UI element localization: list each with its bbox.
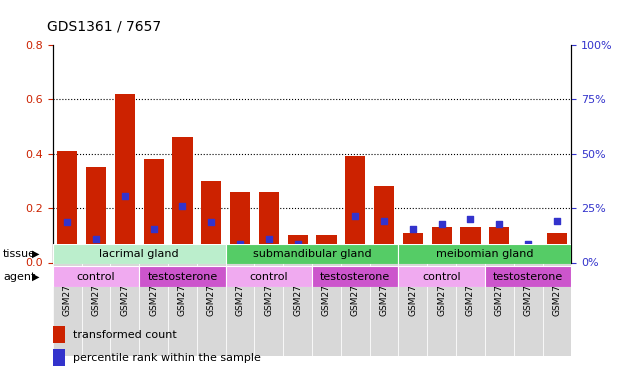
Bar <box>547 232 567 262</box>
Text: GSM27193: GSM27193 <box>466 267 475 316</box>
Bar <box>312 262 341 356</box>
Text: GSM27200: GSM27200 <box>322 267 331 316</box>
Text: GSM27191: GSM27191 <box>409 267 417 316</box>
Point <box>466 216 476 222</box>
Text: GSM27199: GSM27199 <box>293 267 302 316</box>
Point <box>264 236 274 242</box>
Point <box>178 202 188 208</box>
Bar <box>345 156 365 262</box>
Point <box>322 260 332 266</box>
Bar <box>518 246 538 262</box>
Text: meibomian gland: meibomian gland <box>436 249 533 259</box>
Point <box>206 219 216 225</box>
Text: testosterone: testosterone <box>147 272 217 282</box>
Text: GSM27187: GSM27187 <box>120 267 129 316</box>
Point <box>523 242 533 248</box>
Point <box>379 218 389 224</box>
Text: GSM27202: GSM27202 <box>379 267 389 316</box>
Point <box>120 193 130 199</box>
Text: GSM27195: GSM27195 <box>524 267 533 316</box>
Text: GSM27190: GSM27190 <box>207 267 215 316</box>
Bar <box>53 262 81 356</box>
Text: GSM27188: GSM27188 <box>149 267 158 316</box>
Bar <box>81 262 111 356</box>
Text: GSM27189: GSM27189 <box>178 267 187 316</box>
Bar <box>201 181 221 262</box>
Text: ▶: ▶ <box>32 249 40 259</box>
Text: percentile rank within the sample: percentile rank within the sample <box>73 353 261 363</box>
Text: testosterone: testosterone <box>493 272 563 282</box>
Point <box>350 213 360 219</box>
Text: agent: agent <box>3 272 35 282</box>
Bar <box>115 94 135 262</box>
Bar <box>53 244 225 264</box>
Text: GDS1361 / 7657: GDS1361 / 7657 <box>47 20 161 34</box>
Bar <box>111 262 139 356</box>
Bar <box>57 151 77 262</box>
Bar <box>374 186 394 262</box>
Text: control: control <box>76 272 116 282</box>
Bar <box>143 159 164 262</box>
Text: GSM27198: GSM27198 <box>265 267 273 316</box>
Bar <box>399 266 485 287</box>
Text: tissue: tissue <box>3 249 36 259</box>
Bar <box>485 262 514 356</box>
Point <box>235 242 245 248</box>
Bar <box>86 167 106 262</box>
Bar <box>403 232 423 262</box>
Text: transformed count: transformed count <box>73 330 177 340</box>
Bar <box>53 326 65 343</box>
Text: GSM27197: GSM27197 <box>235 267 245 316</box>
Bar <box>399 262 427 356</box>
Bar <box>485 266 571 287</box>
Bar <box>288 236 308 262</box>
Bar <box>225 266 312 287</box>
Text: control: control <box>422 272 461 282</box>
Text: GSM27196: GSM27196 <box>553 267 561 316</box>
Text: ▶: ▶ <box>32 272 40 282</box>
Bar <box>432 227 451 262</box>
Bar <box>460 227 481 262</box>
Text: GSM27194: GSM27194 <box>495 267 504 316</box>
Text: GSM27201: GSM27201 <box>351 267 360 316</box>
Bar <box>139 262 168 356</box>
Bar <box>312 266 399 287</box>
Bar <box>341 262 369 356</box>
Text: testosterone: testosterone <box>320 272 391 282</box>
Bar <box>225 262 255 356</box>
Bar <box>197 262 225 356</box>
Text: GSM27185: GSM27185 <box>63 267 71 316</box>
Text: lacrimal gland: lacrimal gland <box>99 249 179 259</box>
Text: GSM27192: GSM27192 <box>437 267 446 316</box>
Point <box>494 221 504 227</box>
Bar <box>316 236 337 262</box>
Bar <box>259 192 279 262</box>
Point <box>148 226 158 232</box>
Bar <box>543 262 571 356</box>
Text: submandibular gland: submandibular gland <box>253 249 371 259</box>
Bar <box>369 262 399 356</box>
Bar <box>489 227 509 262</box>
Point <box>292 242 302 248</box>
Bar <box>514 262 543 356</box>
Point <box>552 218 562 224</box>
Bar <box>427 262 456 356</box>
Bar <box>53 350 65 366</box>
Bar <box>53 266 139 287</box>
Bar <box>225 244 399 264</box>
Point <box>408 226 418 232</box>
Bar <box>283 262 312 356</box>
Bar <box>139 266 225 287</box>
Bar <box>456 262 485 356</box>
Point <box>437 221 446 227</box>
Bar <box>230 192 250 262</box>
Bar <box>173 138 193 262</box>
Text: GSM27186: GSM27186 <box>91 267 101 316</box>
Text: control: control <box>250 272 288 282</box>
Bar <box>255 262 283 356</box>
Bar <box>399 244 571 264</box>
Bar <box>168 262 197 356</box>
Point <box>62 219 72 225</box>
Point <box>91 236 101 242</box>
